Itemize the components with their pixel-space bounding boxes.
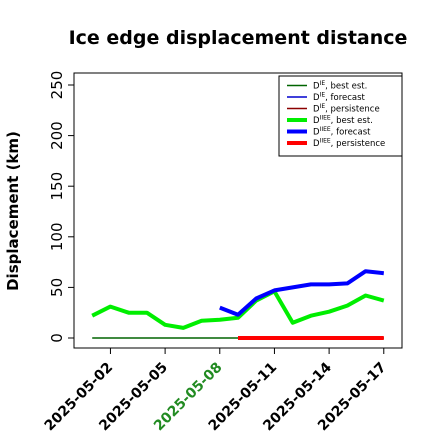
plot-frame: [73, 72, 403, 349]
legend-label: DIIEE, best est.: [313, 115, 373, 127]
y-tick-label: 200: [48, 121, 66, 150]
series-line-3: [91, 289, 385, 330]
y-tick-label: 50: [48, 278, 66, 297]
y-tick-label: 150: [48, 172, 66, 201]
x-axis: 2025-05-022025-05-052025-05-082025-05-11…: [42, 348, 390, 434]
legend-label: DIE, best est.: [313, 80, 367, 92]
y-tick-label: 100: [48, 222, 66, 251]
legend-label: DIE, persistence: [313, 103, 380, 115]
chart-title: Ice edge displacement distance: [69, 27, 408, 49]
legend-box: [278, 75, 403, 157]
legend-label: DIIEE, forecast: [313, 126, 371, 138]
series-layer: [91, 269, 385, 340]
legend-label: DIIEE, persistence: [313, 138, 385, 150]
series-line-4: [219, 269, 385, 317]
y-tick-label: 250: [48, 71, 66, 100]
legend-label: DIE, forecast: [313, 92, 366, 104]
y-axis-label: Displacement (km): [4, 131, 22, 291]
y-tick-label: 0: [48, 333, 66, 343]
y-axis: 0 50 100 150 200 250: [48, 71, 74, 343]
